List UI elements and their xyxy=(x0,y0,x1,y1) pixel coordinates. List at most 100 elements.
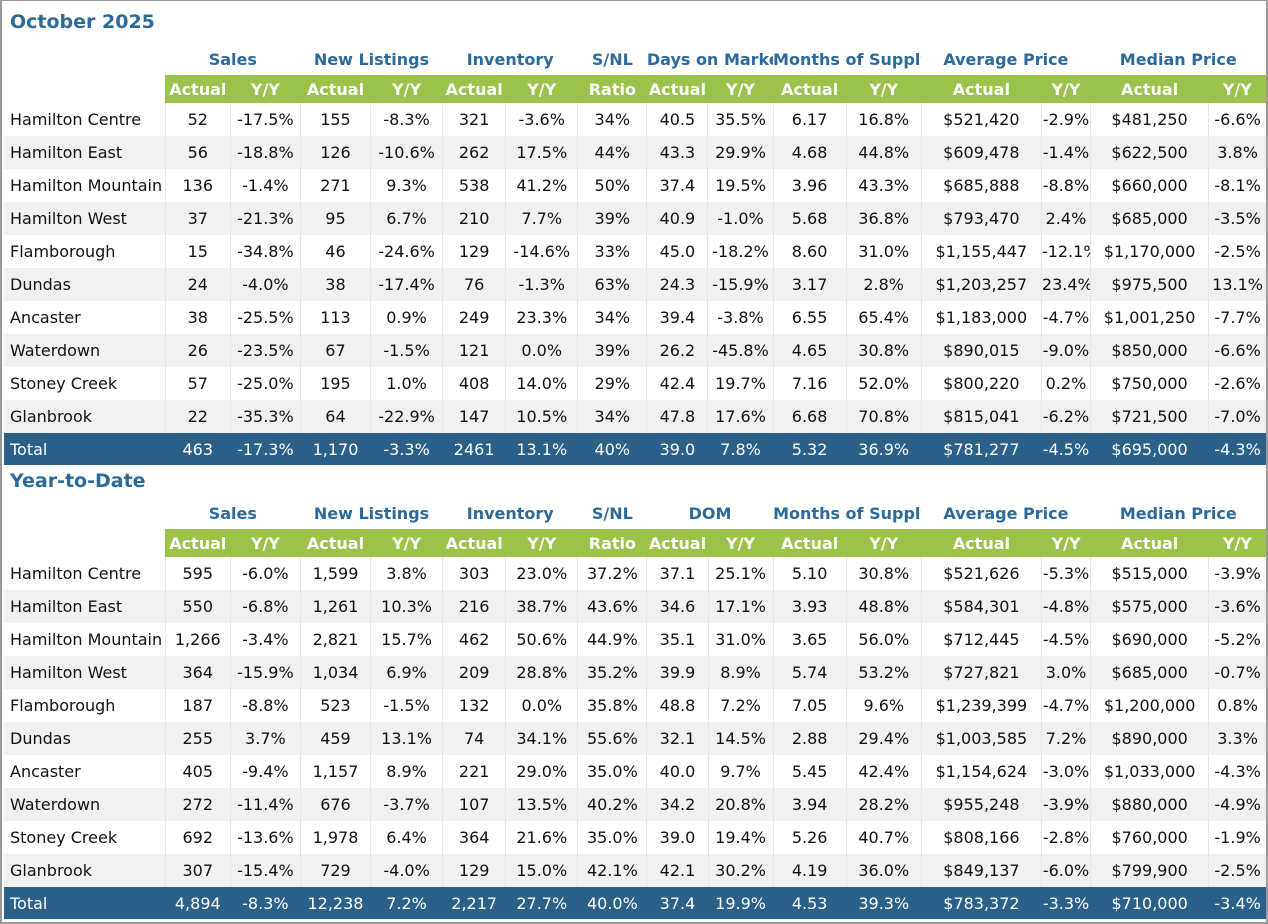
blank xyxy=(4,497,165,529)
data-row: Stoney Creek 57 -25.0% 195 1.0% 408 14.0% 29% 42… xyxy=(4,367,1266,400)
area-name: Flamborough xyxy=(10,242,116,261)
cell: -4.3% xyxy=(1208,755,1266,788)
data-row: Glanbrook 22 -35.3% 64 -22.9% 147 10.5% 34% 47.8… xyxy=(4,400,1266,433)
cell: 1,599 xyxy=(299,557,371,590)
cell: -3.6% xyxy=(505,103,578,136)
cell: 3.65 xyxy=(772,623,847,656)
cell: 7.16 xyxy=(772,367,847,400)
group-header: Sales xyxy=(208,49,257,69)
total-cell: 1,170 xyxy=(299,433,371,465)
cell: $1,154,624 xyxy=(920,755,1042,788)
cell: $685,888 xyxy=(920,169,1042,202)
cell: 45.0 xyxy=(646,235,708,268)
group-header: Median Price xyxy=(1119,503,1237,523)
cell: -3.5% xyxy=(1208,202,1266,235)
cell: 136 xyxy=(164,169,231,202)
area-name: Ancaster xyxy=(10,308,81,327)
cell: 34.1% xyxy=(505,722,578,755)
cell: 10.5% xyxy=(505,400,578,433)
data-row: Hamilton West 364 -15.9% 1,034 6.9% 209 28.8% 3… xyxy=(4,656,1266,689)
cell: 129 xyxy=(442,235,506,268)
cell: 63% xyxy=(577,268,647,301)
cell: 6.4% xyxy=(370,821,443,854)
subheader: Y/Y xyxy=(846,75,922,103)
cell: -8.3% xyxy=(370,103,443,136)
cell: $849,137 xyxy=(920,854,1042,887)
cell: -1.3% xyxy=(505,268,578,301)
cell: 17.1% xyxy=(707,590,774,623)
cell: 3.3% xyxy=(1208,722,1266,755)
subheader: Y/Y xyxy=(846,529,922,557)
cell: -4.5% xyxy=(1040,623,1091,656)
subheader: Ratio xyxy=(577,75,647,103)
cell: $850,000 xyxy=(1089,334,1209,367)
cell: 24 xyxy=(164,268,231,301)
total-cell: 27.7% xyxy=(505,887,578,919)
cell: $727,821 xyxy=(920,656,1042,689)
cell: -25.5% xyxy=(229,301,301,334)
area-name: Hamilton Centre xyxy=(10,564,142,583)
total-cell: 39.3% xyxy=(845,887,922,919)
subheader: Actual xyxy=(773,529,847,557)
cell: 113 xyxy=(299,301,371,334)
cell: 16.8% xyxy=(845,103,922,136)
total-cell: 19.9% xyxy=(707,887,774,919)
cell: 121 xyxy=(442,334,506,367)
subheader: Y/Y xyxy=(1041,529,1091,557)
cell: -1.9% xyxy=(1208,821,1266,854)
total-cell: -3.3% xyxy=(370,433,443,465)
cell: $521,420 xyxy=(920,103,1042,136)
cell: 37.4 xyxy=(646,169,708,202)
cell: -0.7% xyxy=(1208,656,1266,689)
cell: 321 xyxy=(442,103,506,136)
cell: 3.7% xyxy=(229,722,301,755)
cell: 187 xyxy=(164,689,231,722)
data-row: Hamilton Mountain 1,266 -3.4% 2,821 15.7% 462… xyxy=(4,623,1266,656)
cell: 28.2% xyxy=(845,788,922,821)
cell: 126 xyxy=(299,136,371,169)
title-row: Year-to-Date xyxy=(4,465,1266,497)
subheader: Actual xyxy=(921,529,1042,557)
title-row: October 2025 xyxy=(4,1,1266,43)
cell: 34.2 xyxy=(646,788,709,821)
cell: $793,470 xyxy=(920,202,1042,235)
subheader: Actual xyxy=(165,529,231,557)
cell: 46 xyxy=(299,235,371,268)
subheader-row: Actual Y/Y Actual Y/Y Actual Y/Y Ratio Actual Y/… xyxy=(4,75,1266,103)
cell: 3.8% xyxy=(370,557,443,590)
cell: 405 xyxy=(164,755,231,788)
total-cell: 5.32 xyxy=(772,433,847,465)
cell: 74 xyxy=(442,722,506,755)
subheader: Y/Y xyxy=(707,75,774,103)
total-cell: $783,372 xyxy=(920,887,1042,919)
cell: 39.0 xyxy=(646,821,709,854)
cell: 4.19 xyxy=(772,854,847,887)
cell: 23.0% xyxy=(505,557,578,590)
cell: 216 xyxy=(442,590,506,623)
cell: 56 xyxy=(164,136,231,169)
cell: 38 xyxy=(164,301,231,334)
cell: 9.7% xyxy=(707,755,774,788)
cell: 55.6% xyxy=(577,722,647,755)
cell: -25.0% xyxy=(229,367,301,400)
cell: -1.4% xyxy=(1040,136,1091,169)
cell: 6.17 xyxy=(772,103,847,136)
cell: 39.4 xyxy=(646,301,708,334)
total-cell: $710,000 xyxy=(1090,887,1209,919)
cell: $880,000 xyxy=(1090,788,1209,821)
total-cell: -17.3% xyxy=(229,433,301,465)
cell: 6.68 xyxy=(772,400,847,433)
blank xyxy=(4,529,166,557)
cell: -4.7% xyxy=(1040,689,1091,722)
cell: 0.0% xyxy=(505,334,578,367)
cell: 15 xyxy=(164,235,231,268)
cell: 47.8 xyxy=(646,400,708,433)
subheader: Y/Y xyxy=(230,529,301,557)
cell: 3.93 xyxy=(772,590,847,623)
cell: 107 xyxy=(442,788,506,821)
cell: 56.0% xyxy=(845,623,922,656)
cell: -6.0% xyxy=(1040,854,1091,887)
area-name: Hamilton East xyxy=(4,136,166,169)
total-cell: 2,217 xyxy=(442,887,506,919)
